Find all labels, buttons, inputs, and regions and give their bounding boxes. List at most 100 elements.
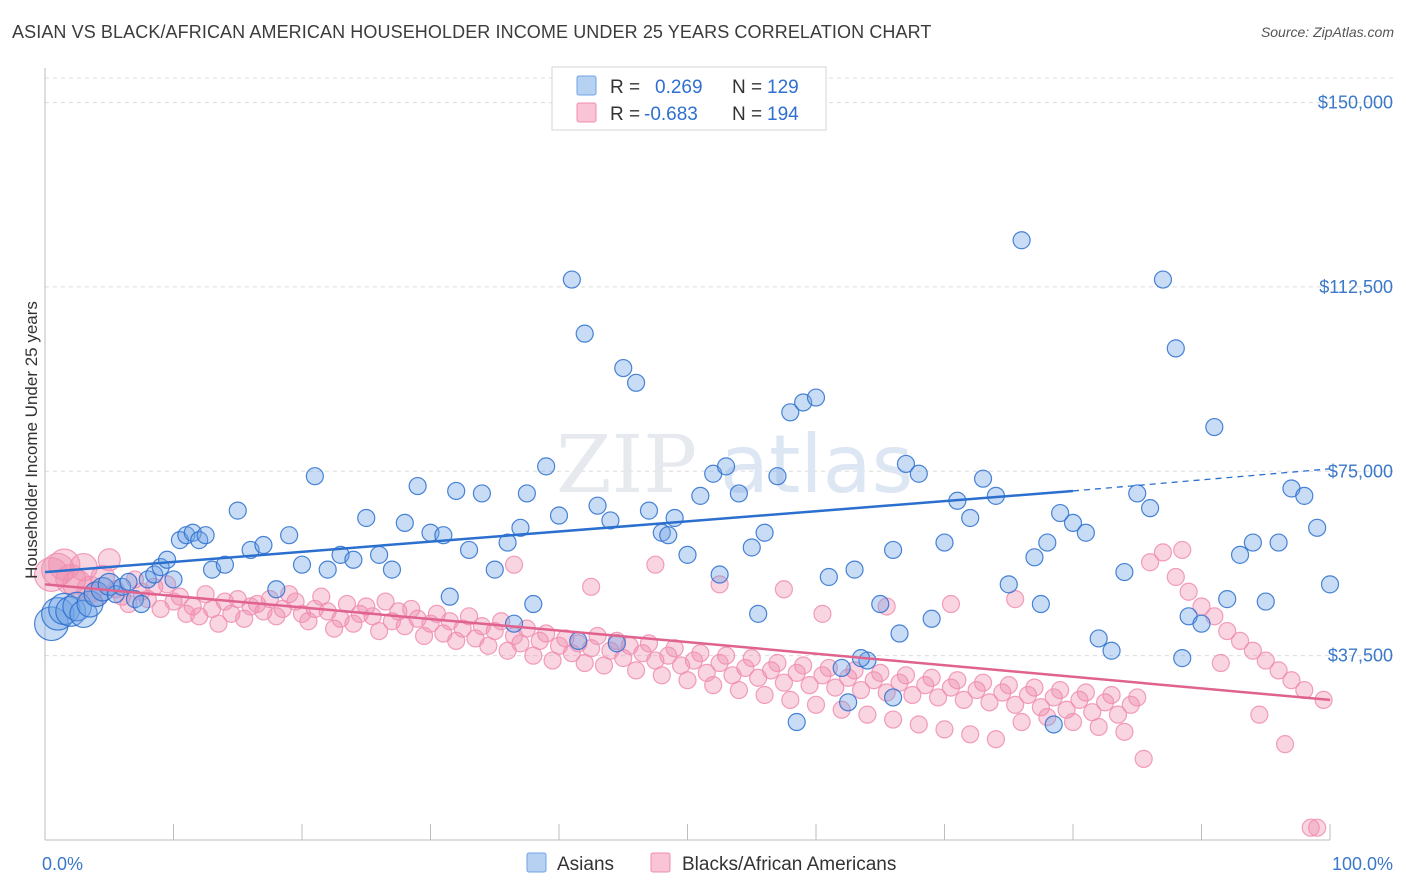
asian-point [562,270,581,289]
black-point [993,683,1012,702]
black-point [530,631,549,650]
asian-point [1102,641,1121,660]
black-point [999,676,1018,695]
black-point [1218,621,1237,641]
asian-point [1044,715,1063,734]
black-point [209,614,228,633]
asian-point [1243,533,1263,552]
asian-point [1269,533,1288,552]
black-point [871,663,890,682]
black-point [1250,705,1269,724]
asian-point [318,560,337,579]
black-point [97,548,121,572]
asian-point [883,688,903,707]
black-point [781,690,800,709]
black-point [729,680,749,700]
black-point [961,725,980,744]
y-axis-label: Householder Income Under 25 years [22,301,41,579]
black-point [986,730,1006,749]
asian-point [344,550,363,569]
asian-point [691,486,710,505]
asian-point [716,457,736,476]
asian-point [999,575,1018,594]
black-point [896,666,916,685]
black-point [659,646,678,665]
asian-point [1128,484,1147,503]
black-point [48,548,81,581]
legend-swatch-black [576,102,597,123]
asian-point [440,587,459,606]
asian-trend-extension [1072,468,1331,492]
black-point [582,577,601,596]
asian-point [742,538,761,557]
black-point [1070,690,1089,709]
asian-point [549,506,569,525]
asian-point [890,624,909,643]
asian-point [382,560,402,579]
asian-point [1256,592,1275,611]
legend-r-label: R = [610,77,640,98]
black-point [935,720,954,739]
asian-point [1230,545,1250,564]
asian-point [1051,503,1070,523]
asian-point [132,594,151,614]
black-point [787,663,806,682]
legend-n-value: 129 [767,77,799,98]
asian-point [215,555,234,574]
legend-r-value: 0.269 [655,77,703,98]
series-black-points [33,540,1333,837]
black-point [344,614,363,633]
asian-point [1063,513,1083,533]
black-point [1038,707,1057,727]
black-point [903,685,922,705]
black-point [459,607,479,626]
black-point [1308,818,1327,837]
black-point [1076,683,1095,702]
asian-point [935,533,954,552]
black-point [704,676,723,695]
asian-point [370,545,389,564]
black-point [928,688,948,707]
black-point [1012,712,1031,732]
black-point [832,700,851,719]
asian-point [164,570,183,589]
black-point [813,604,832,623]
asian-point [768,467,787,486]
asian-point [749,604,768,623]
black-point [1108,705,1128,724]
bottom-legend-swatch-asian [526,852,547,873]
black-point [1211,653,1230,673]
watermark-atlas: atlas [720,418,913,511]
black-point [626,661,646,680]
asian-point [961,508,980,528]
asian-point [408,476,427,496]
asian-point [69,599,98,629]
black-point [1096,693,1115,712]
legend-n-value: 194 [767,104,799,125]
asian-point [1153,270,1173,289]
black-point [1134,749,1153,768]
black-point [1140,553,1160,572]
black-point [376,592,395,611]
asian-point [729,484,749,503]
legend-n-label: N = [732,77,762,98]
asian-point [588,496,607,515]
asian-point [1025,548,1044,567]
y-tick-labels: $37,500 $75,000 $112,500 $150,000 [1318,93,1393,666]
black-point [485,621,504,641]
x-tick-label-start: 0.0% [42,854,83,874]
black-point [909,715,928,734]
trend-lines [44,468,1331,702]
asian-point [710,565,729,584]
black-point [716,646,736,665]
asian-point [819,567,838,587]
black-point [1173,540,1192,560]
black-point [33,557,69,592]
asian-point [1089,629,1108,648]
asian-point [575,324,594,343]
asian-point [228,501,247,520]
asian-point [498,533,517,552]
asian-point [806,388,826,407]
asian-point [883,540,903,560]
asian-point [447,481,466,501]
